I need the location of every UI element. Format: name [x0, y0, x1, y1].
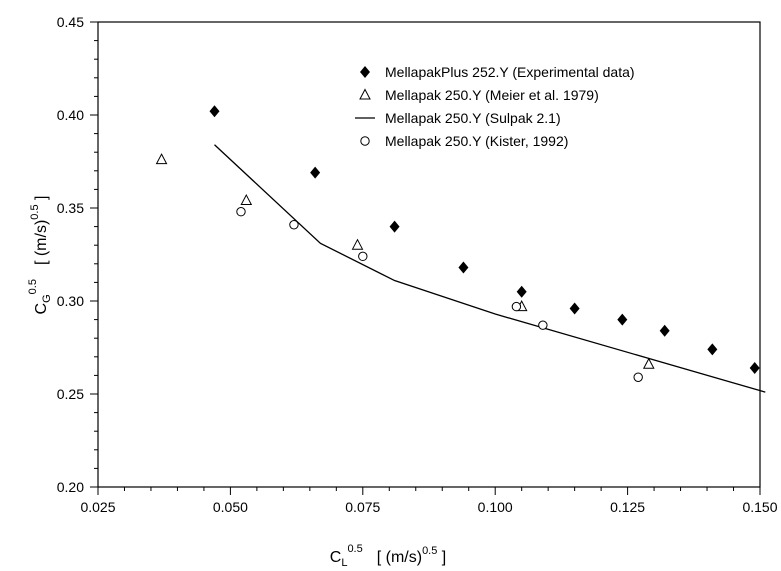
y-tick-label: 0.35 [57, 200, 84, 216]
data-point [633, 372, 643, 382]
data-point [289, 220, 299, 230]
y-axis: 0.20 0.25 0.30 0.35 0.40 0.45 [57, 14, 98, 495]
x-tick-label: 0.150 [742, 499, 777, 515]
y-tick-label: 0.20 [57, 479, 84, 495]
plot-area [155, 105, 766, 393]
y-axis-title-base: C [33, 303, 50, 315]
legend-item: Mellapak 250.Y (Kister, 1992) [360, 133, 568, 149]
data-point [516, 285, 527, 298]
data-point [209, 105, 220, 118]
data-point [538, 320, 548, 330]
data-point [358, 251, 368, 262]
series-line [214, 144, 766, 393]
x-tick-label: 0.100 [478, 499, 513, 515]
legend: MellapakPlus 252.Y (Experimental data) Me… [355, 64, 635, 149]
legend-label: Mellapak 250.Y (Meier et al. 1979) [385, 87, 599, 103]
x-axis-title-units-close: ] [437, 549, 446, 566]
x-axis-title-units-sup: 0.5 [422, 545, 437, 557]
legend-marker [359, 88, 371, 100]
y-tick-label: 0.25 [57, 386, 84, 402]
legend-label: MellapakPlus 252.Y (Experimental data) [385, 64, 635, 80]
legend-item: Mellapak 250.Y (Sulpak 2.1) [355, 110, 561, 126]
legend-marker [360, 66, 370, 78]
data-point [749, 361, 760, 374]
series-3 [236, 207, 643, 382]
x-axis-title-units: [ (m/s) [377, 549, 422, 566]
y-tick-label: 0.45 [57, 14, 84, 30]
series-1 [155, 153, 655, 369]
data-point [240, 193, 253, 206]
legend-item: Mellapak 250.Y (Meier et al. 1979) [359, 87, 599, 103]
x-tick-label: 0.025 [80, 499, 115, 515]
legend-label: Mellapak 250.Y (Sulpak 2.1) [385, 110, 561, 126]
legend-marker [360, 136, 370, 146]
data-point [569, 302, 580, 315]
data-point [310, 166, 321, 179]
y-axis-title-units: [ (m/s) [33, 220, 50, 265]
data-point [511, 301, 522, 312]
y-tick-label: 0.30 [57, 293, 84, 309]
y-axis-title-sub: G [41, 294, 53, 303]
x-axis: 0.025 0.050 0.075 0.100 0.125 0.150 [80, 487, 778, 515]
data-point [351, 238, 364, 250]
y-axis-title-sup: 0.5 [27, 279, 39, 294]
series-2 [214, 144, 766, 393]
data-point [617, 313, 628, 326]
legend-item: MellapakPlus 252.Y (Experimental data) [360, 64, 635, 80]
data-point [659, 324, 670, 337]
plot-frame [97, 21, 761, 488]
y-axis-title-units-sup: 0.5 [29, 204, 41, 219]
data-point [707, 343, 718, 356]
x-axis-title-sup: 0.5 [347, 543, 362, 555]
legend-label: Mellapak 250.Y (Kister, 1992) [385, 133, 568, 149]
x-axis-title: CL0.5[ (m/s)0.5 ] [330, 543, 447, 569]
x-axis-title-base: C [330, 549, 342, 566]
x-tick-label: 0.125 [610, 499, 645, 515]
data-point [458, 261, 469, 274]
x-axis-title-sub: L [341, 557, 347, 569]
data-point [236, 207, 246, 217]
y-tick-label: 0.40 [57, 107, 84, 123]
series-0 [209, 105, 760, 374]
x-tick-label: 0.075 [345, 499, 380, 515]
data-point [155, 153, 168, 165]
x-tick-label: 0.050 [213, 499, 248, 515]
data-point [642, 357, 655, 369]
y-axis-title-units-close: ] [33, 196, 50, 205]
y-axis-title: CG0.5[ (m/s)0.5 ] [27, 196, 53, 315]
data-point [389, 220, 400, 233]
